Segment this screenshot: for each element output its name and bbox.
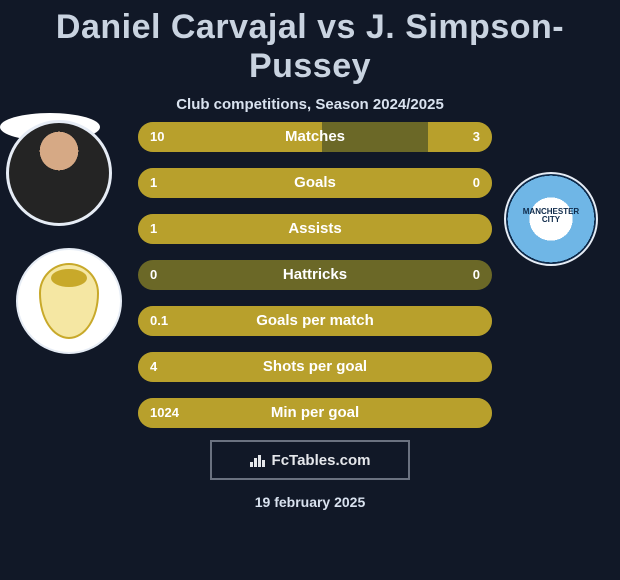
stat-label: Matches (138, 122, 492, 152)
brand-text: FcTables.com (272, 452, 371, 469)
stat-label: Shots per goal (138, 352, 492, 382)
stat-label: Goals per match (138, 306, 492, 336)
stat-label: Min per goal (138, 398, 492, 428)
bar-chart-icon (250, 453, 266, 467)
stat-row: 10Goals (138, 168, 492, 198)
page-title: Daniel Carvajal vs J. Simpson-Pussey (0, 0, 620, 86)
stats-container: 103Matches 10Goals 1Assists 00Hattricks 0.1G… (138, 122, 492, 444)
player-left-photo (6, 120, 112, 226)
player-left-club-crest (16, 248, 122, 354)
date-label: 19 february 2025 (0, 494, 620, 510)
stat-label: Goals (138, 168, 492, 198)
stat-row: 103Matches (138, 122, 492, 152)
stat-row: 0.1Goals per match (138, 306, 492, 336)
brand-badge: FcTables.com (210, 440, 410, 480)
subtitle: Club competitions, Season 2024/2025 (0, 96, 620, 113)
stat-row: 1Assists (138, 214, 492, 244)
player-right-club-crest: MANCHESTERCITY (504, 172, 598, 266)
stat-row: 4Shots per goal (138, 352, 492, 382)
stat-label: Assists (138, 214, 492, 244)
manchester-city-crest-icon: MANCHESTERCITY (506, 208, 596, 224)
stat-row: 1024Min per goal (138, 398, 492, 428)
stat-row: 00Hattricks (138, 260, 492, 290)
real-madrid-crest-icon (39, 263, 99, 339)
stat-label: Hattricks (138, 260, 492, 290)
